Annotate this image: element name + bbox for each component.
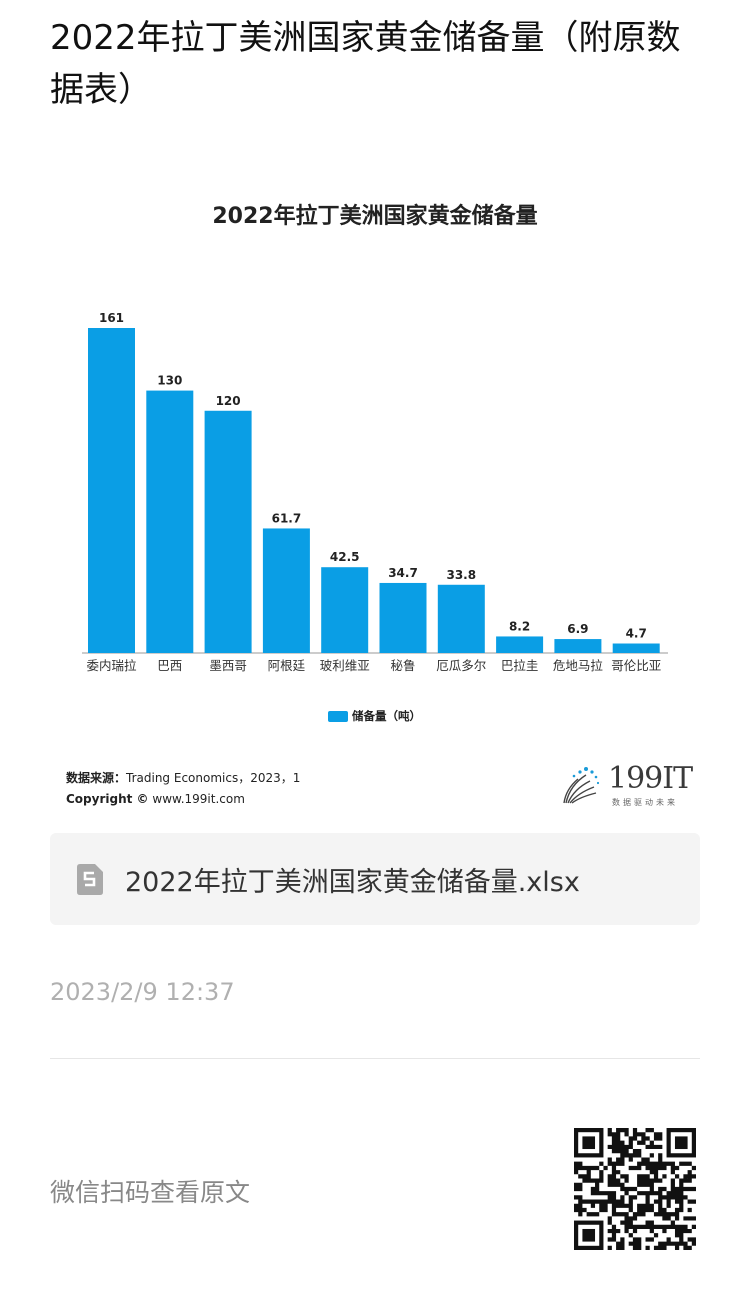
data-label-7: 8.2 <box>509 619 530 633</box>
bar-7 <box>496 636 544 653</box>
data-label-6: 33.8 <box>446 568 476 582</box>
bar-chart: 161 委内瑞拉 130 巴西 120 墨西哥 61.7 阿根廷 42.5 玻利维亚 34.7 秘鲁 3… <box>82 311 668 673</box>
data-label-0: 161 <box>99 311 124 325</box>
199it-logo: 199IT 数据驱动未来 <box>560 761 695 811</box>
divider <box>50 1058 700 1059</box>
chart-source: 数据来源：Trading Economics，2023，1 Copyright … <box>66 768 300 810</box>
attachment-file-name: 2022年拉丁美洲国家黄金储备量.xlsx <box>125 866 580 898</box>
source-text: Trading Economics，2023，1 <box>126 771 301 785</box>
bar-3 <box>262 528 310 653</box>
category-label-3: 阿根廷 <box>268 658 306 673</box>
bar-2 <box>204 410 252 653</box>
category-label-0: 委内瑞拉 <box>86 658 137 673</box>
bar-6 <box>437 584 485 653</box>
qr-code[interactable] <box>574 1128 696 1250</box>
category-label-2: 墨西哥 <box>209 658 247 673</box>
legend-label: 储备量（吨） <box>352 709 421 723</box>
qr-finder-1 <box>666 1128 696 1158</box>
spreadsheet-file-icon <box>77 863 103 895</box>
data-label-3: 61.7 <box>272 511 302 525</box>
source-label: 数据来源： <box>66 771 127 785</box>
bar-9 <box>612 643 660 653</box>
category-label-9: 哥伦比亚 <box>611 658 661 673</box>
data-label-8: 6.9 <box>567 622 588 636</box>
logo-text: 199IT <box>608 761 693 796</box>
copyright-text: www.199it.com <box>152 792 245 806</box>
qr-finder-0 <box>574 1128 604 1158</box>
qr-finder-2 <box>574 1220 604 1250</box>
category-label-7: 巴拉圭 <box>501 658 539 673</box>
logo-icon <box>563 767 600 804</box>
chart-title: 2022年拉丁美洲国家黄金储备量 <box>212 204 538 229</box>
category-label-1: 巴西 <box>157 658 182 673</box>
data-label-2: 120 <box>216 394 241 408</box>
chart-legend: 储备量（吨） <box>328 708 421 724</box>
article-title: 2022年拉丁美洲国家黄金储备量（附原数据表） <box>50 18 681 110</box>
logo-tagline: 数据驱动未来 <box>612 798 678 807</box>
scan-hint: 微信扫码查看原文 <box>50 1178 251 1207</box>
category-label-4: 玻利维亚 <box>320 658 370 673</box>
qr-modules <box>574 1128 696 1250</box>
bar-1 <box>146 390 194 653</box>
data-label-4: 42.5 <box>330 550 360 564</box>
attachment-card[interactable]: 2022年拉丁美洲国家黄金储备量.xlsx <box>50 833 700 925</box>
category-label-6: 厄瓜多尔 <box>436 658 486 673</box>
category-label-8: 危地马拉 <box>553 658 604 673</box>
bar-4 <box>321 567 369 653</box>
publish-timestamp: 2023/2/9 12:37 <box>50 978 235 1006</box>
bar-8 <box>554 639 602 653</box>
bar-5 <box>379 582 427 653</box>
data-label-5: 34.7 <box>388 566 418 580</box>
copyright-label: Copyright © <box>66 792 149 806</box>
legend-swatch <box>328 710 348 722</box>
data-label-1: 130 <box>157 374 182 388</box>
bar-0 <box>88 328 135 653</box>
chart-image: 2022年拉丁美洲国家黄金储备量 161 委内瑞拉 130 巴西 120 墨西哥 61.7 阿… <box>50 180 700 820</box>
data-label-9: 4.7 <box>626 627 647 641</box>
category-label-5: 秘鲁 <box>390 658 415 673</box>
